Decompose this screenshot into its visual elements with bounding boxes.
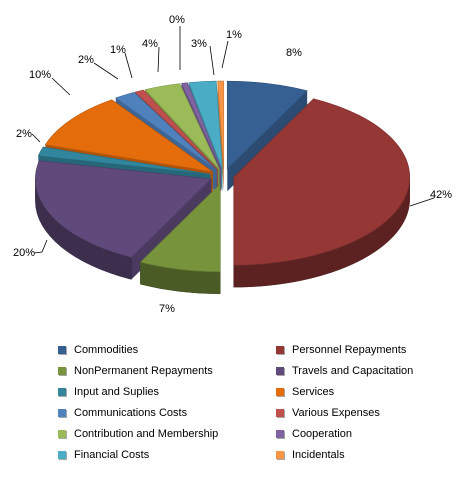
legend-item-nonpermanent-repayments: NonPermanent Repayments [58,363,276,379]
pie-slice-top [181,82,222,170]
legend-item-personnel-repayments: Personnel Repayments [276,342,448,358]
pie-slice-top [134,89,218,170]
leader-line [209,45,215,76]
leader-line [33,239,48,254]
legend-label: Input and Suplies [74,386,160,398]
data-label-commodities: 8% [286,47,302,59]
legend-label: NonPermanent Repayments [74,365,213,377]
pie-slice-top [37,146,211,175]
data-label-personnel-repayments: 42% [430,189,452,201]
legend-item-communications-costs: Communications Costs [58,405,276,421]
legend-swatch [58,451,66,459]
data-label-travels-and-capacitation: 20% [13,247,35,259]
legend-swatch [58,409,66,417]
legend-swatch [276,409,284,417]
legend-label: Personnel Repayments [292,344,407,356]
data-label-financial-costs: 3% [191,38,207,50]
pie-slice-travels-and-capacitation [35,160,213,280]
legend-item-contribution-and-membership: Contribution and Membership [58,426,276,442]
pie-slice-top [144,83,220,170]
legend-item-cooperation: Cooperation [276,426,448,442]
legend-label: Commodities [74,344,139,356]
legend-item-input-and-suplies: Input and Suplies [58,384,276,400]
pie-slice-top [217,80,225,170]
legend-label: Various Expenses [292,407,380,419]
legend-label: Communications Costs [74,407,188,419]
legend-label: Contribution and Membership [74,428,219,440]
pie-slice-top [35,160,213,258]
legend-swatch [58,388,66,396]
data-label-contribution-and-membership: 4% [142,38,158,50]
legend-item-travels-and-capacitation: Travels and Capacitation [276,363,448,379]
data-label-communications-costs: 2% [78,54,94,66]
leader-line [124,52,133,79]
legend-item-services: Services [276,384,448,400]
leader-line [51,77,71,96]
leader-line [93,62,119,80]
legend-swatch [276,388,284,396]
pie-slice-nonpermanent-repayments [139,183,221,295]
leader-line [221,40,229,69]
legend-label: Financial Costs [74,449,150,461]
legend-swatch [276,430,284,438]
leader-line [157,46,160,73]
pie-slice-top [115,91,217,171]
legend-item-various-expenses: Various Expenses [276,405,448,421]
legend-swatch [276,367,284,375]
legend-item-financial-costs: Financial Costs [58,447,276,463]
legend-label: Cooperation [292,428,352,440]
chart-legend: Commodities Personnel Repayments NonPerman… [58,342,448,463]
legend-label: Services [292,386,335,398]
legend-swatch [58,430,66,438]
data-label-nonpermanent-repayments: 7% [159,303,175,315]
legend-item-incidentals: Incidentals [276,447,448,463]
pie-slice-top [233,98,410,266]
pie-chart: 8% 42% 7% 20% 2% 10% 2% 1% 4% 0% 3% 1% [13,14,452,315]
pie-slice-personnel-repayments [233,98,410,288]
data-label-input-and-suplies: 2% [16,128,32,140]
data-label-cooperation: 0% [169,14,185,26]
pie-slice-top [44,99,213,173]
legend-swatch [58,367,66,375]
legend-swatch [58,346,66,354]
leader-line [31,133,41,143]
legend-label: Travels and Capacitation [292,365,414,377]
legend-swatch [276,346,284,354]
pie-slice-top [226,80,308,170]
leader-line [409,197,435,207]
data-label-services: 10% [29,69,51,81]
legend-label: Incidentals [292,449,345,461]
pie-slice-top [139,183,221,273]
legend-item-commodities: Commodities [58,342,276,358]
data-label-incidentals: 1% [226,29,242,41]
pie-slice-top [188,80,223,170]
legend-swatch [276,451,284,459]
data-label-various-expenses: 1% [110,44,126,56]
